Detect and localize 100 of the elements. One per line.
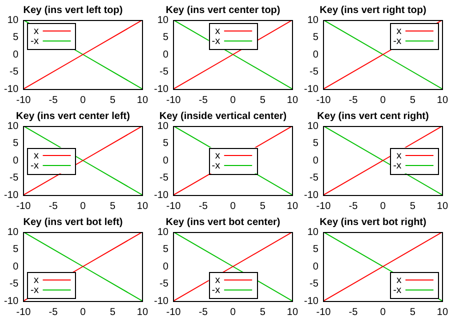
legend-label: x xyxy=(34,274,39,286)
y-tick-label: 0 xyxy=(312,261,319,272)
y-tick-label: 10 xyxy=(157,226,169,238)
legend-label: x xyxy=(215,150,220,162)
legend-label: x xyxy=(34,26,39,37)
x-tick-label: 10 xyxy=(136,200,148,212)
chart-title: Key (ins vert bot left) xyxy=(23,216,123,228)
x-tick-label: 0 xyxy=(230,306,236,318)
x-tick-label: 0 xyxy=(80,306,86,318)
x-tick-label: 0 xyxy=(380,306,386,318)
legend-label: -x xyxy=(30,284,39,296)
y-tick-label: 5 xyxy=(162,138,169,149)
y-tick-label: -10 xyxy=(304,190,319,201)
y-tick-label: -5 xyxy=(10,66,19,78)
y-tick-label: -5 xyxy=(10,172,19,184)
legend-label: x xyxy=(396,274,402,286)
y-tick-label: -10 xyxy=(4,84,19,95)
y-tick-label: 0 xyxy=(12,261,19,272)
y-tick-label: 0 xyxy=(312,155,319,166)
x-tick-label: 0 xyxy=(80,94,86,106)
x-tick-label: 5 xyxy=(260,306,266,318)
y-tick-label: -5 xyxy=(160,278,169,290)
x-tick-label: 5 xyxy=(260,94,266,106)
x-tick-label: 10 xyxy=(286,200,298,212)
y-tick-label: 10 xyxy=(7,226,19,238)
x-tick-label: 10 xyxy=(136,306,148,318)
x-tick-label: 5 xyxy=(410,94,416,106)
x-tick-label: 5 xyxy=(410,200,416,212)
legend-label: -x xyxy=(393,36,402,47)
x-tick-label: 0 xyxy=(230,94,236,106)
legend-label: x xyxy=(34,150,39,162)
y-tick-label: -5 xyxy=(160,172,169,184)
y-tick-label: 10 xyxy=(7,120,19,132)
chart-title: Key (ins vert bot right) xyxy=(320,216,426,228)
y-tick-label: -10 xyxy=(304,296,319,307)
x-tick-label: 10 xyxy=(436,306,448,318)
legend-label: -x xyxy=(393,160,402,172)
x-tick-label: -5 xyxy=(48,200,58,212)
x-tick-label: 10 xyxy=(286,306,298,318)
x-tick-label: 0 xyxy=(380,200,386,212)
chart-title: Key (inside vertical center) xyxy=(159,110,287,122)
y-tick-label: -10 xyxy=(4,190,19,201)
y-tick-label: 5 xyxy=(312,32,319,43)
y-tick-label: 10 xyxy=(307,226,319,238)
x-tick-label: -5 xyxy=(48,306,58,318)
y-tick-label: 10 xyxy=(157,14,169,26)
x-tick-label: -5 xyxy=(348,306,358,318)
x-tick-label: -5 xyxy=(198,94,208,106)
x-tick-label: 0 xyxy=(380,94,386,106)
x-tick-label: 5 xyxy=(110,94,116,106)
chart-title: Key (ins vert right top) xyxy=(320,4,426,16)
x-tick-label: 10 xyxy=(436,94,448,106)
x-tick-label: -5 xyxy=(348,200,358,212)
x-tick-label: -5 xyxy=(198,200,208,212)
y-tick-label: 10 xyxy=(307,120,319,132)
legend-label: x xyxy=(215,274,220,286)
x-tick-label: 10 xyxy=(436,200,448,212)
x-tick-label: 5 xyxy=(410,306,416,318)
y-tick-label: 5 xyxy=(12,244,19,255)
chart-title: Key (ins vert left top) xyxy=(23,4,123,16)
legend-label: -x xyxy=(30,160,39,172)
y-tick-label: -10 xyxy=(154,84,169,95)
x-tick-label: -5 xyxy=(198,306,208,318)
y-tick-label: -5 xyxy=(160,66,169,78)
x-tick-label: 0 xyxy=(230,200,236,212)
x-tick-label: 0 xyxy=(80,200,86,212)
y-tick-label: 0 xyxy=(162,155,169,166)
legend-label: x xyxy=(215,26,220,37)
x-tick-label: 5 xyxy=(110,200,116,212)
y-tick-label: -10 xyxy=(304,84,319,95)
y-tick-label: 10 xyxy=(7,14,19,26)
y-tick-label: 10 xyxy=(307,14,319,26)
y-tick-label: 5 xyxy=(12,138,19,149)
y-tick-label: 0 xyxy=(162,261,169,272)
y-tick-label: 0 xyxy=(312,49,319,60)
x-tick-label: 5 xyxy=(110,306,116,318)
x-tick-label: -5 xyxy=(48,94,58,106)
legend-label: -x xyxy=(212,36,220,47)
legend-label: -x xyxy=(30,36,39,47)
y-tick-label: 5 xyxy=(312,244,319,255)
x-tick-label: 5 xyxy=(260,200,266,212)
legend-label: -x xyxy=(212,160,220,172)
chart-title: Key (ins vert bot center) xyxy=(166,216,280,228)
y-tick-label: -5 xyxy=(310,172,319,184)
chart-title: Key (ins vert center left) xyxy=(16,110,130,122)
y-tick-label: 5 xyxy=(12,32,19,43)
y-tick-label: 0 xyxy=(12,49,19,60)
y-tick-label: -5 xyxy=(310,278,319,290)
chart-title: Key (ins vert center top) xyxy=(166,4,280,16)
legend-label: x xyxy=(396,150,402,162)
x-tick-label: 10 xyxy=(136,94,148,106)
y-tick-label: 5 xyxy=(312,138,319,149)
y-tick-label: -5 xyxy=(10,278,19,290)
y-tick-label: 5 xyxy=(162,244,169,255)
legend-label: -x xyxy=(393,284,402,296)
y-tick-label: 5 xyxy=(162,32,169,43)
y-tick-label: -10 xyxy=(154,190,169,201)
y-tick-label: 10 xyxy=(157,120,169,132)
x-tick-label: -5 xyxy=(348,94,358,106)
x-tick-label: 10 xyxy=(286,94,298,106)
